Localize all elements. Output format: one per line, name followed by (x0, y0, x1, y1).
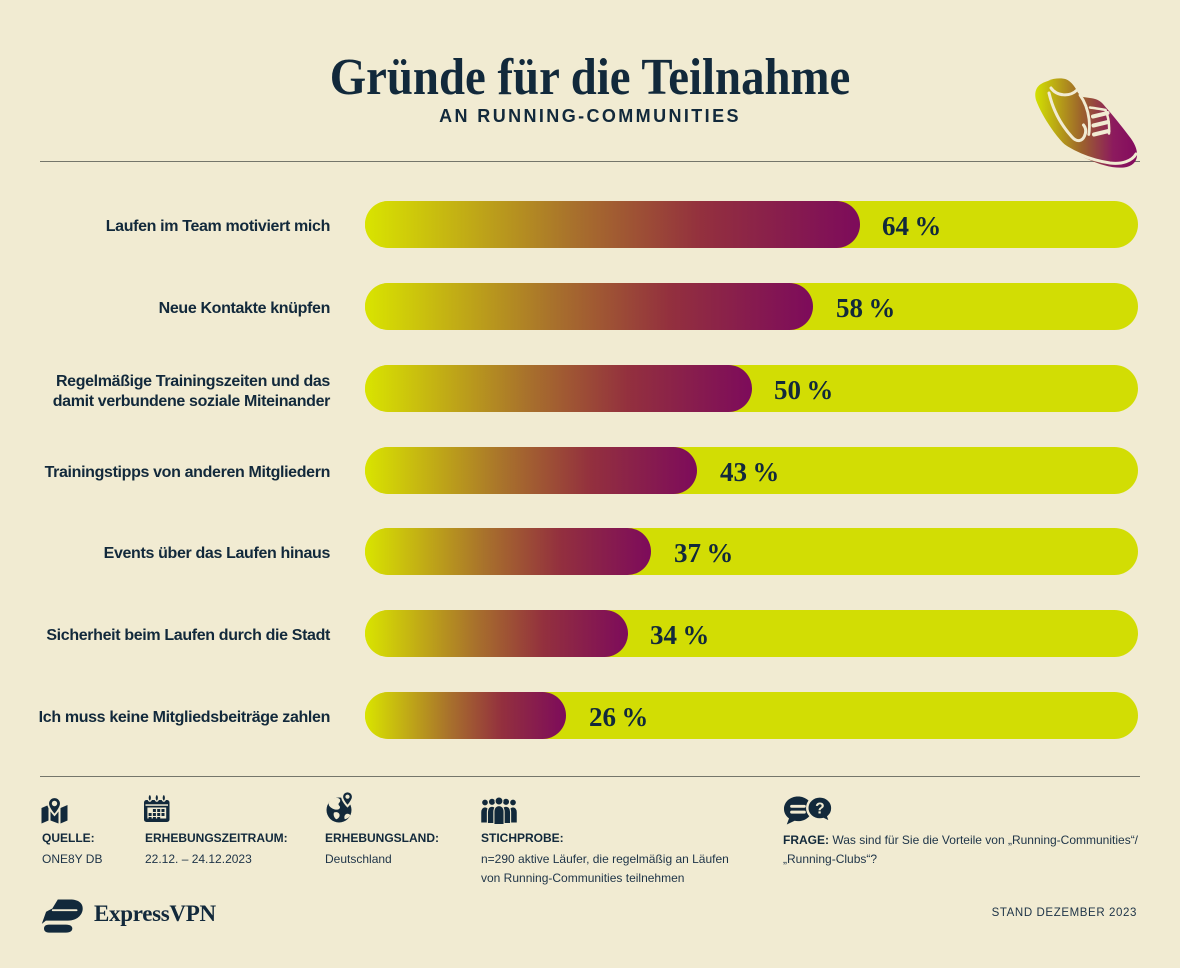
svg-text:?: ? (815, 800, 825, 817)
